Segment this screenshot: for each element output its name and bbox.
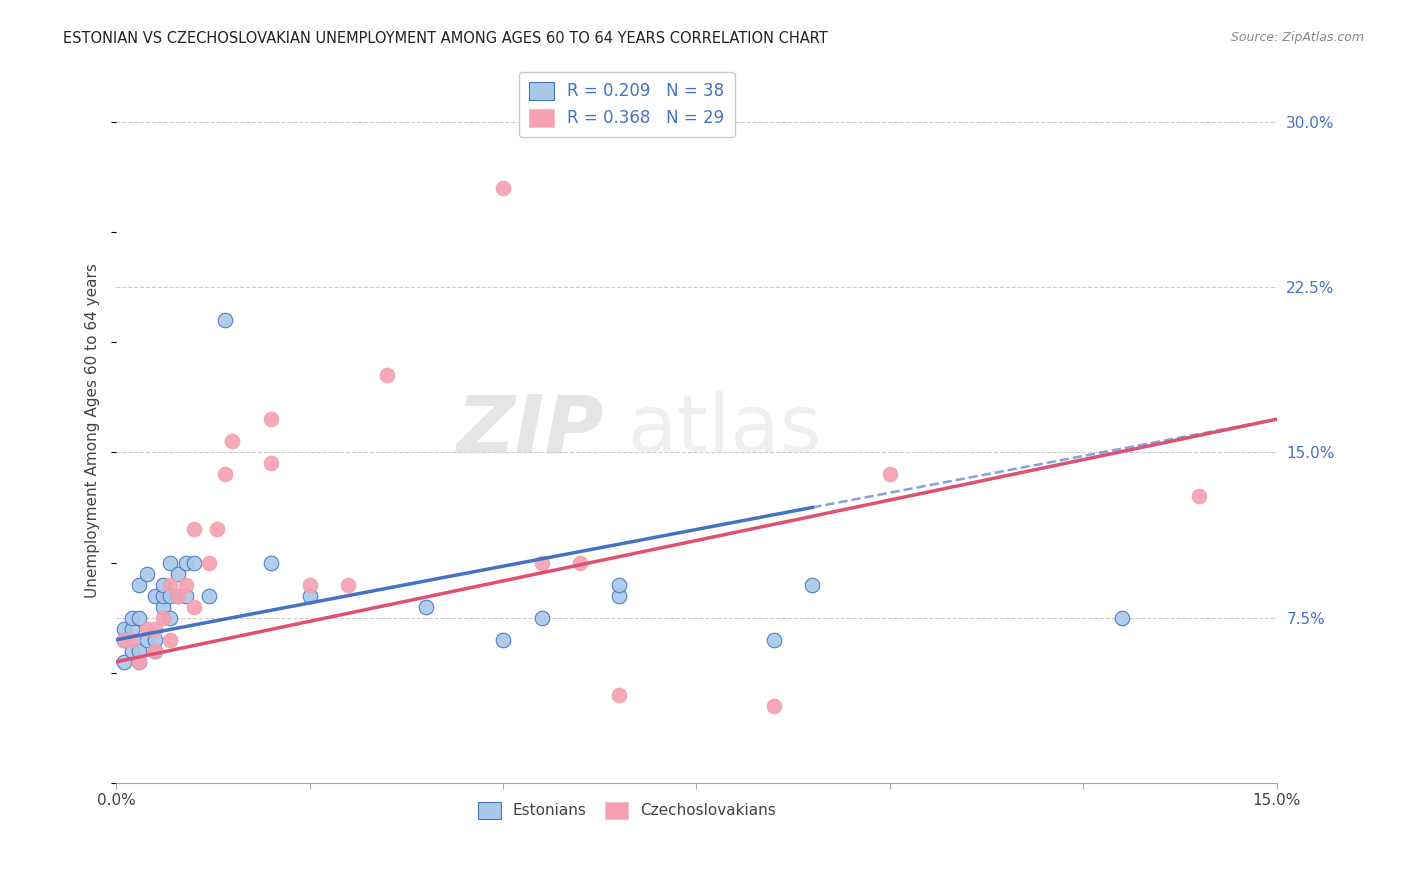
Point <box>183 599 205 614</box>
Point <box>128 644 150 658</box>
Point <box>159 589 181 603</box>
Point <box>337 577 360 591</box>
Point <box>128 610 150 624</box>
Point <box>298 589 321 603</box>
Point <box>152 589 174 603</box>
Point <box>198 556 221 570</box>
Point <box>159 632 181 647</box>
Text: ZIP: ZIP <box>456 392 603 469</box>
Text: Source: ZipAtlas.com: Source: ZipAtlas.com <box>1230 31 1364 45</box>
Point <box>569 556 592 570</box>
Point <box>174 577 197 591</box>
Point <box>121 644 143 658</box>
Point <box>143 644 166 658</box>
Point <box>260 456 283 470</box>
Point <box>167 589 190 603</box>
Point <box>183 523 205 537</box>
Point <box>159 577 181 591</box>
Point <box>762 632 785 647</box>
Point <box>1188 489 1211 503</box>
Point <box>375 368 398 383</box>
Point <box>530 556 553 570</box>
Point <box>214 467 236 482</box>
Y-axis label: Unemployment Among Ages 60 to 64 years: Unemployment Among Ages 60 to 64 years <box>86 263 100 598</box>
Point <box>530 610 553 624</box>
Point <box>112 632 135 647</box>
Point <box>174 556 197 570</box>
Point <box>607 577 630 591</box>
Point <box>152 610 174 624</box>
Point <box>492 180 515 194</box>
Point <box>159 556 181 570</box>
Point <box>136 632 159 647</box>
Point <box>205 523 228 537</box>
Point <box>198 589 221 603</box>
Point <box>801 577 824 591</box>
Point <box>1111 610 1133 624</box>
Point <box>159 610 181 624</box>
Point <box>128 655 150 669</box>
Point <box>143 644 166 658</box>
Point <box>221 434 243 449</box>
Point <box>128 577 150 591</box>
Point <box>174 589 197 603</box>
Point <box>121 610 143 624</box>
Point <box>112 622 135 636</box>
Point <box>121 622 143 636</box>
Point <box>492 632 515 647</box>
Point <box>128 655 150 669</box>
Point <box>415 599 437 614</box>
Point <box>260 412 283 426</box>
Point <box>136 566 159 581</box>
Text: ESTONIAN VS CZECHOSLOVAKIAN UNEMPLOYMENT AMONG AGES 60 TO 64 YEARS CORRELATION C: ESTONIAN VS CZECHOSLOVAKIAN UNEMPLOYMENT… <box>63 31 828 46</box>
Point <box>112 632 135 647</box>
Point <box>152 577 174 591</box>
Point <box>607 589 630 603</box>
Point <box>607 688 630 702</box>
Point <box>260 556 283 570</box>
Point <box>121 632 143 647</box>
Point <box>143 632 166 647</box>
Point <box>143 622 166 636</box>
Point <box>143 589 166 603</box>
Point <box>214 313 236 327</box>
Point <box>136 622 159 636</box>
Point <box>152 599 174 614</box>
Point <box>879 467 901 482</box>
Point <box>167 589 190 603</box>
Point <box>112 655 135 669</box>
Point <box>183 556 205 570</box>
Legend: Estonians, Czechoslovakians: Estonians, Czechoslovakians <box>471 796 782 825</box>
Point <box>167 566 190 581</box>
Text: atlas: atlas <box>627 392 821 469</box>
Point <box>762 698 785 713</box>
Point <box>298 577 321 591</box>
